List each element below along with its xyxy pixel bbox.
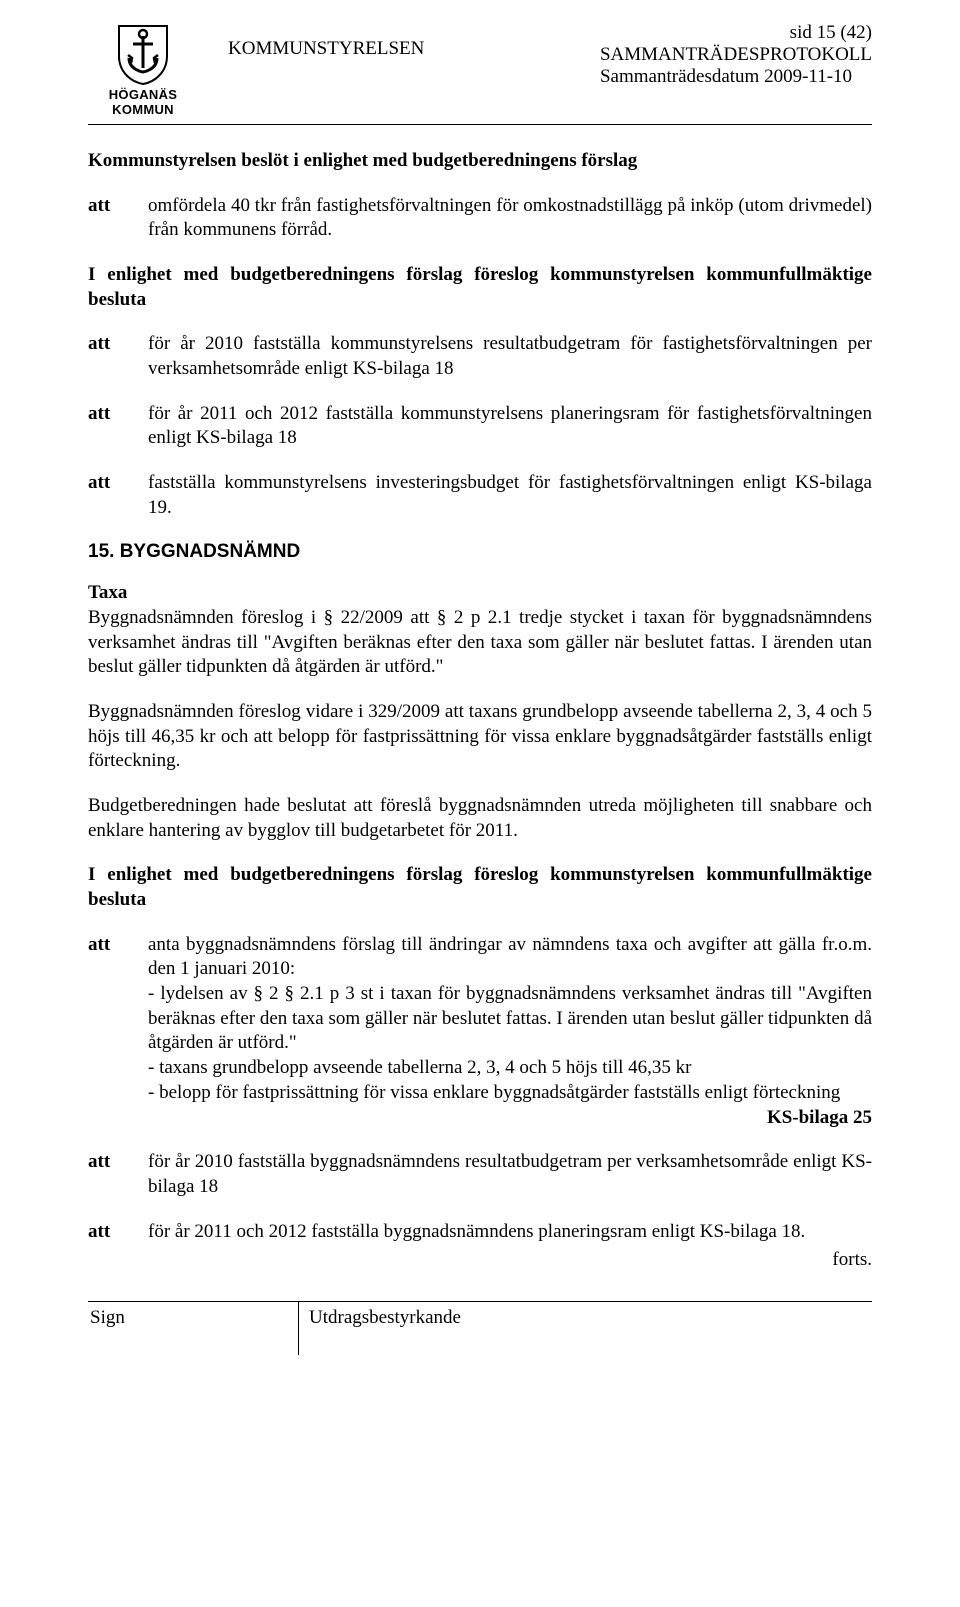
meeting-date: Sammanträdesdatum 2009-11-10 [600, 66, 872, 88]
att-label: att [88, 933, 148, 958]
att-text: omfördela 40 tkr från fastighetsförvaltn… [148, 194, 872, 243]
att-text: fastställa kommunstyrelsens investerings… [148, 471, 872, 520]
proposal-heading-1: I enlighet med budgetberedningens försla… [88, 263, 872, 312]
page-number: sid 15 (42) [600, 22, 872, 44]
att-item-2: att för år 2010 fastställa kommunstyrels… [88, 332, 872, 381]
decision-heading: Kommunstyrelsen beslöt i enlighet med bu… [88, 149, 872, 174]
att-item-1: att omfördela 40 tkr från fastighetsförv… [88, 194, 872, 243]
footer-attest-cell: Utdragsbestyrkande [299, 1302, 872, 1355]
att-text: för år 2010 fastställa byggnadsnämndens … [148, 1150, 872, 1199]
ks-bilaga-ref: KS-bilaga 25 [767, 1106, 872, 1131]
section-15-heading: 15. BYGGNADSNÄMND [88, 540, 872, 565]
logo-text: HÖGANÄS KOMMUN [109, 88, 178, 118]
att-label: att [88, 471, 148, 496]
taxa-subheading: Taxa [88, 581, 872, 606]
document-body: Kommunstyrelsen beslöt i enlighet med bu… [88, 149, 872, 1355]
att-label: att [88, 1150, 148, 1175]
att5-bullet-2: - taxans grundbelopp avseende tabellerna… [148, 1056, 872, 1081]
municipal-crest-icon [111, 22, 175, 86]
footer-table: Sign Utdragsbestyrkande [88, 1301, 872, 1355]
logo-text-line2: KOMMUN [109, 103, 178, 118]
logo-block: HÖGANÄS KOMMUN [88, 22, 198, 118]
spacer [88, 1130, 872, 1150]
taxa-paragraph-1: Byggnadsnämnden föreslog i § 22/2009 att… [88, 606, 872, 680]
att-text: för år 2010 fastställa kommunstyrelsens … [148, 332, 872, 381]
taxa-paragraph-2: Byggnadsnämnden föreslog vidare i 329/20… [88, 700, 872, 774]
att-item-5: att anta byggnadsnämndens förslag till ä… [88, 933, 872, 1131]
att-label: att [88, 1220, 148, 1245]
att-item-6: att för år 2010 fastställa byggnadsnämnd… [88, 1150, 872, 1199]
att5-bullet-3-text: - belopp för fastprissättning för vissa … [148, 1082, 840, 1103]
att5-intro: anta byggnadsnämndens förslag till ändri… [148, 933, 872, 982]
proposal-heading-2: I enlighet med budgetberedningens försla… [88, 863, 872, 912]
protocol-title: SAMMANTRÄDESPROTOKOLL [600, 44, 872, 66]
header-right: sid 15 (42) SAMMANTRÄDESPROTOKOLL Samman… [600, 22, 872, 88]
att-label: att [88, 194, 148, 219]
att-label: att [88, 402, 148, 427]
att5-bullet-1: - lydelsen av § 2 § 2.1 p 3 st i taxan f… [148, 982, 872, 1056]
att-item-3: att för år 2011 och 2012 fastställa komm… [88, 402, 872, 451]
page: HÖGANÄS KOMMUN KOMMUNSTYRELSEN sid 15 (4… [0, 0, 960, 1607]
att-label: att [88, 332, 148, 357]
page-header: HÖGANÄS KOMMUN KOMMUNSTYRELSEN sid 15 (4… [88, 22, 872, 125]
taxa-paragraph-3: Budgetberedningen hade beslutat att före… [88, 794, 872, 843]
logo-text-line1: HÖGANÄS [109, 88, 178, 103]
header-center: KOMMUNSTYRELSEN [228, 22, 600, 60]
att-text: för år 2011 och 2012 fastställa byggnads… [148, 1220, 872, 1245]
footer-sign-cell: Sign [88, 1302, 299, 1355]
continuation-marker: forts. [88, 1248, 872, 1273]
att-item-7: att för år 2011 och 2012 fastställa bygg… [88, 1220, 872, 1245]
att-item-4: att fastställa kommunstyrelsens invester… [88, 471, 872, 520]
att-text: för år 2011 och 2012 fastställa kommunst… [148, 402, 872, 451]
att-text: anta byggnadsnämndens förslag till ändri… [148, 933, 872, 1131]
att5-bullet-3: - belopp för fastprissättning för vissa … [148, 1081, 872, 1106]
